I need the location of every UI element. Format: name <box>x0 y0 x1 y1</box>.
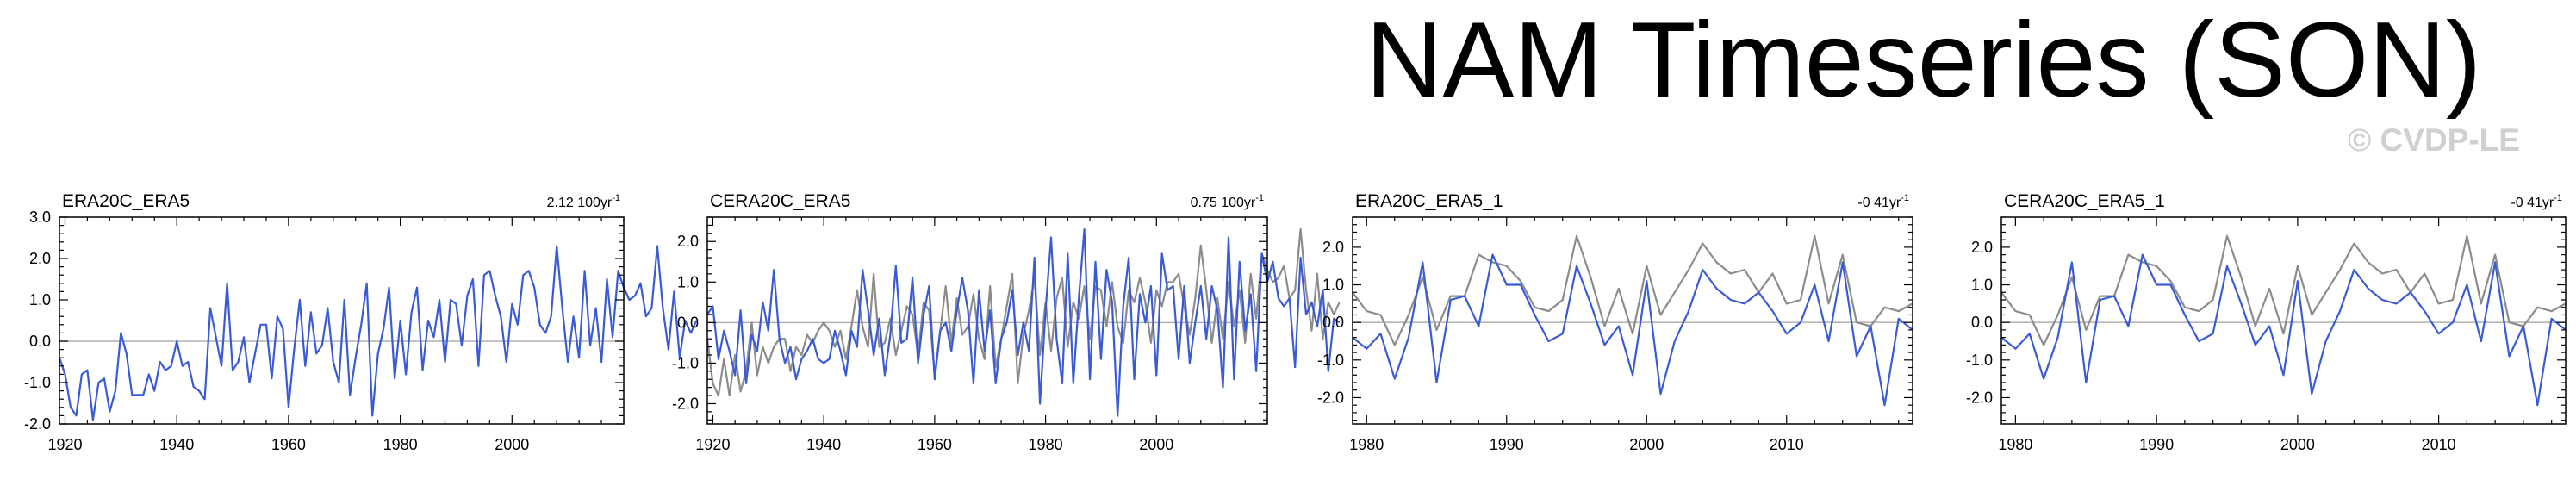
trend-label: 0.75 100yr-1 <box>1191 193 1264 210</box>
trend-label: -0 41yr-1 <box>1857 193 1909 210</box>
y-tick-label: 1.0 <box>1322 277 1344 294</box>
series-line-era20c-era5 <box>1352 234 1913 346</box>
panel-title: CERA20C_ERA5 <box>710 191 850 211</box>
trend-superscript: -1 <box>612 193 620 203</box>
trend-superscript: -1 <box>1255 193 1264 203</box>
y-tick-label: -1.0 <box>24 374 51 391</box>
plot-frame <box>2000 216 2567 425</box>
series-line-era20c-era5 <box>2000 234 2567 346</box>
trend-superscript: -1 <box>2554 193 2562 203</box>
series-line-cera20c-era5 <box>706 228 1341 417</box>
x-tick-label: 1980 <box>1998 436 2032 453</box>
y-tick-label: 2.0 <box>29 250 51 267</box>
plot-frame <box>706 216 1268 425</box>
y-tick-label: 0.0 <box>1971 314 1993 331</box>
x-tick-label: 1990 <box>2139 436 2174 453</box>
page-title: NAM Timeseries (SON) <box>1366 1 2482 120</box>
trend-label: -0 41yr-1 <box>2511 193 2562 210</box>
watermark-text: © CVDP-LE <box>2348 122 2520 158</box>
x-tick-label: 2010 <box>1770 436 1804 453</box>
trend-label: 2.12 100yr-1 <box>547 193 620 210</box>
chart-panel-2: CERA20C_ERA5 0.75 100yr-1 -2.0 -1.0 0.0 1.0 2.… <box>672 191 1341 453</box>
x-tick-label: 1920 <box>47 436 82 453</box>
y-tick-label: 0.0 <box>677 314 699 331</box>
series-line-cera20c-era5-1 <box>2000 253 2567 407</box>
y-tick-label: -2.0 <box>24 415 51 433</box>
plot-frame <box>1352 216 1913 425</box>
series-line-era20c-era5 <box>58 245 698 421</box>
chart-panel-3: ERA20C_ERA5_1 -0 41yr-1 -2.0 -1.0 0.0 1.0 2.0 1… <box>1317 191 1913 453</box>
x-tick-label: 1960 <box>918 436 952 453</box>
panel-title: ERA20C_ERA5_1 <box>1355 191 1503 211</box>
x-tick-label: 2000 <box>2280 436 2315 453</box>
y-tick-label: 2.0 <box>1322 239 1344 256</box>
panel-title: ERA20C_ERA5 <box>62 191 190 211</box>
series-line-era20c-era5 <box>706 228 1341 397</box>
y-tick-label: -2.0 <box>1317 389 1344 406</box>
y-tick-label: -2.0 <box>1966 389 1993 406</box>
x-tick-label: 1980 <box>1349 436 1384 453</box>
y-tick-label: 0.0 <box>1322 314 1344 331</box>
x-tick-label: 2000 <box>495 436 529 453</box>
panel-title: CERA20C_ERA5_1 <box>2004 191 2165 211</box>
y-tick-label: 1.0 <box>1971 277 1993 294</box>
x-tick-label: 1940 <box>806 436 841 453</box>
y-tick-label: -1.0 <box>1966 352 1993 369</box>
x-tick-label: 2000 <box>1139 436 1173 453</box>
y-tick-label: 0.0 <box>29 333 51 350</box>
x-tick-label: 2010 <box>2422 436 2456 453</box>
y-tick-label: -1.0 <box>672 354 699 371</box>
y-tick-label: 1.0 <box>29 291 51 308</box>
chart-panel-1: ERA20C_ERA5 2.12 100yr-1 -2.0 -1.0 0.0 1.0 2.0… <box>24 191 698 453</box>
y-tick-label: 3.0 <box>29 209 51 226</box>
x-tick-label: 1980 <box>383 436 418 453</box>
x-tick-label: 1990 <box>1490 436 1524 453</box>
y-tick-label: 2.0 <box>1971 239 1993 256</box>
x-tick-label: 1980 <box>1029 436 1063 453</box>
y-tick-label: -1.0 <box>1317 352 1344 369</box>
y-tick-label: -2.0 <box>672 395 699 412</box>
plot-frame <box>59 216 625 425</box>
series-line-era20c-era5-1 <box>1352 253 1913 407</box>
chart-panel-4: CERA20C_ERA5_1 -0 41yr-1 -2.0 -1.0 0.0 1.0 2.0… <box>1966 191 2567 453</box>
y-tick-label: 2.0 <box>677 233 699 250</box>
x-tick-label: 1960 <box>271 436 306 453</box>
x-tick-label: 1920 <box>695 436 730 453</box>
y-tick-label: 1.0 <box>677 273 699 290</box>
x-tick-label: 1940 <box>159 436 194 453</box>
trend-superscript: -1 <box>1901 193 1909 203</box>
x-tick-label: 2000 <box>1629 436 1664 453</box>
